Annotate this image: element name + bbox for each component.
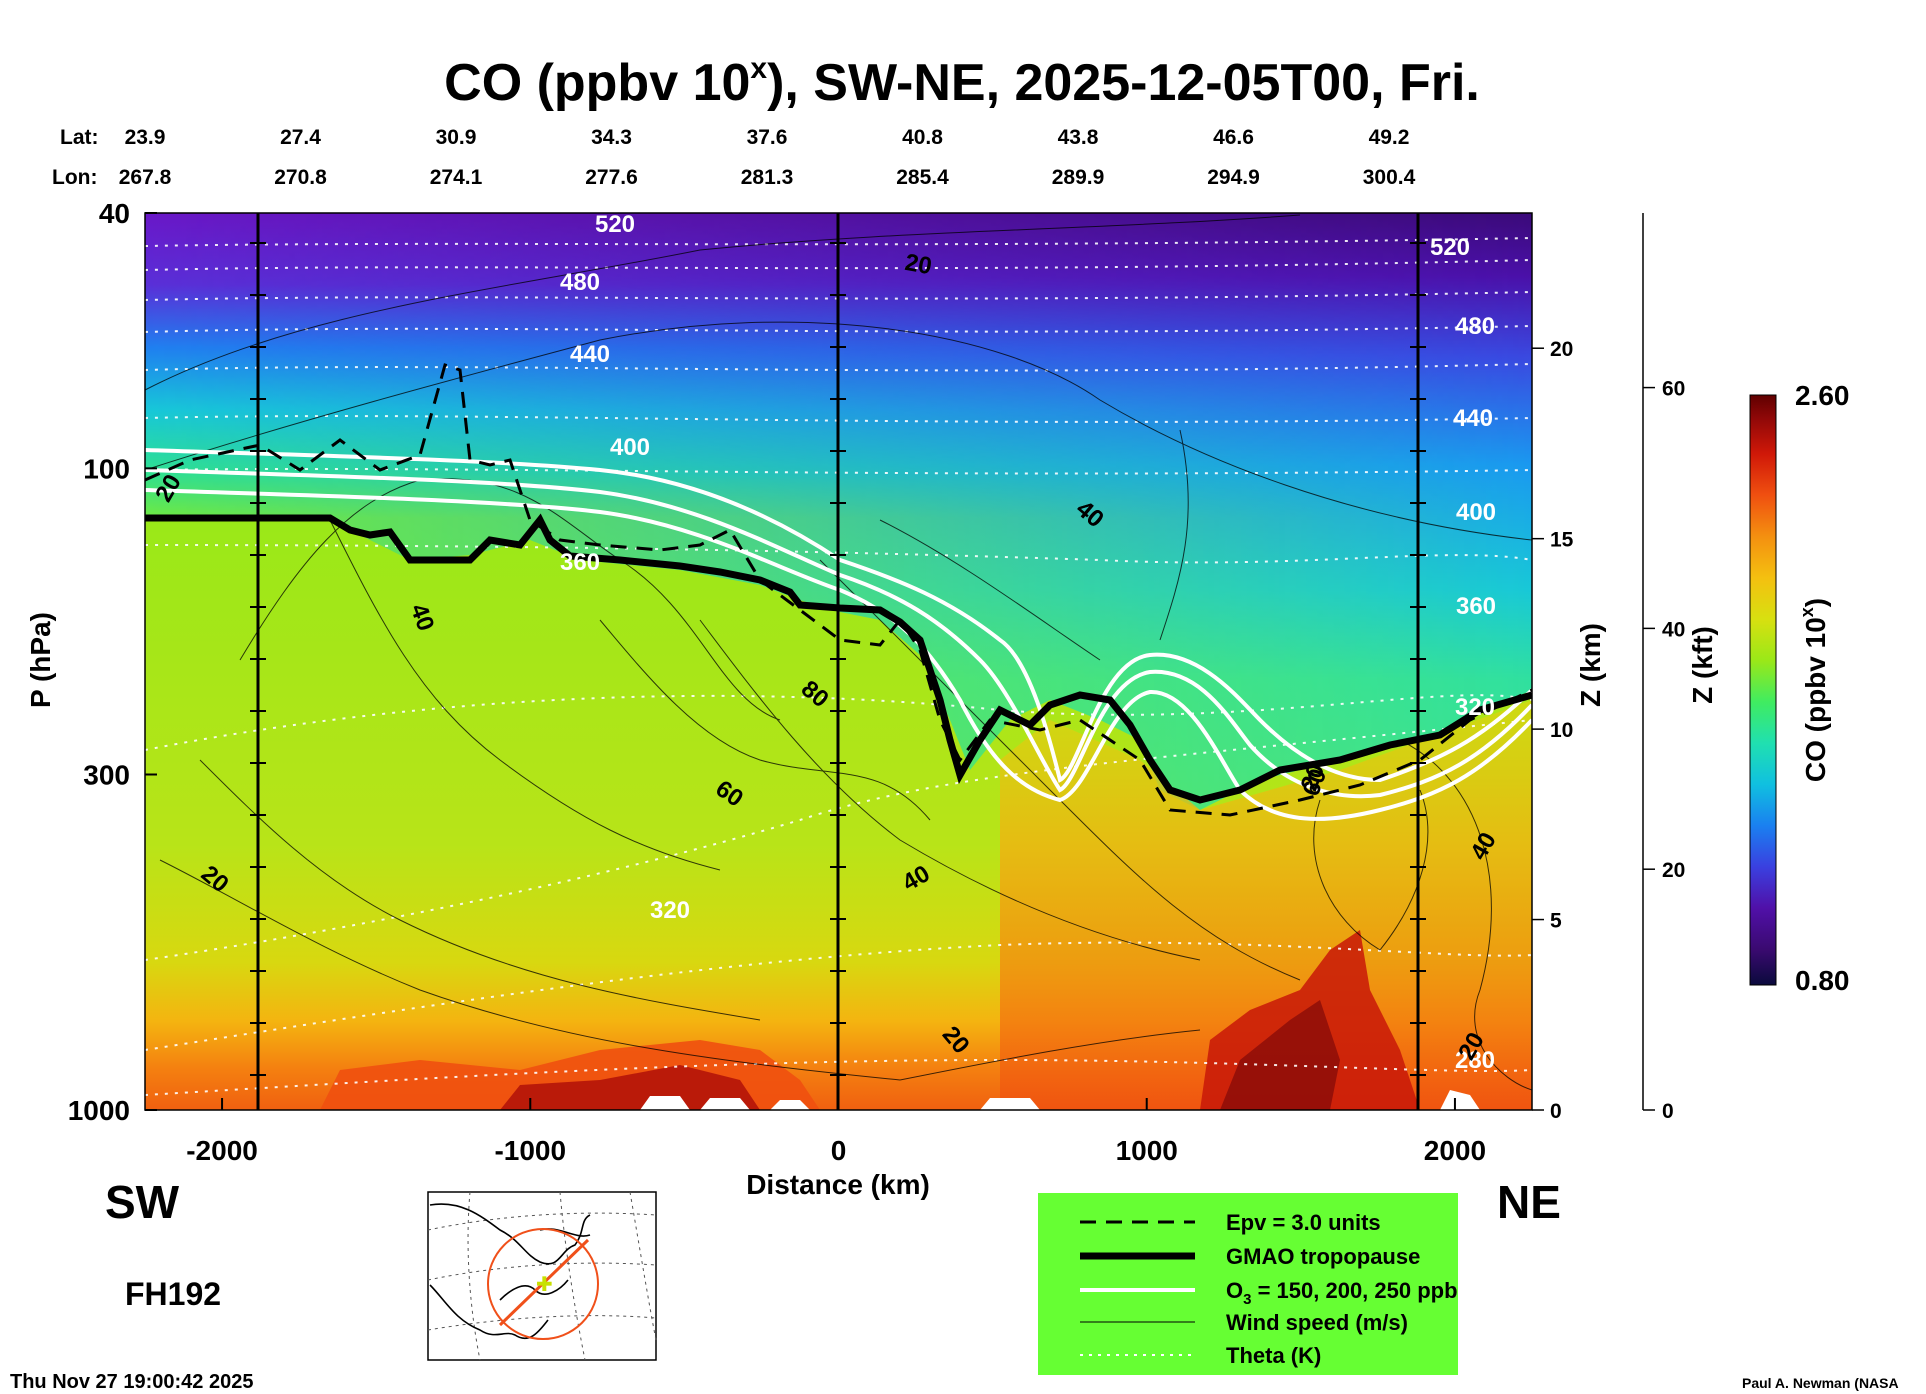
colorbar-title: CO (ppbv 10x): [1797, 598, 1831, 782]
z-kft-tick-label: 20: [1662, 859, 1685, 882]
z-km-axis: 0 5 10 15 20: [1532, 338, 1574, 1123]
tropopause-line: [145, 513, 1532, 804]
theta-label: 480: [1455, 313, 1495, 340]
x-axis-title: Distance (km): [746, 1169, 930, 1200]
theta-label: 280: [1455, 1047, 1495, 1074]
lat-value: 49.2: [1369, 126, 1410, 149]
lon-value: 277.6: [585, 166, 638, 189]
theta-label: 440: [570, 341, 610, 368]
lat-value: 46.6: [1213, 126, 1254, 149]
surface-white-gaps: [640, 1090, 1480, 1110]
legend: Epv = 3.0 units GMAO tropopause O3 = 150…: [1038, 1193, 1458, 1375]
legend-theta: Theta (K): [1226, 1343, 1321, 1368]
z-kft-tick-label: 0: [1662, 1100, 1674, 1123]
timestamp: Thu Nov 27 19:00:42 2025: [10, 1371, 253, 1393]
lon-value: 294.9: [1207, 166, 1260, 189]
wind-label: 20: [903, 249, 934, 280]
x-tick-label: -1000: [494, 1135, 566, 1166]
lon-value: 274.1: [430, 166, 483, 189]
lat-value: 30.9: [436, 126, 477, 149]
z-kft-tick-label: 60: [1662, 378, 1685, 401]
colorbar-max: 2.60: [1795, 380, 1850, 411]
legend-epv: Epv = 3.0 units: [1226, 1210, 1381, 1235]
lon-value: 289.9: [1052, 166, 1105, 189]
y-axis-title: P (hPa): [25, 612, 56, 708]
theta-label: 520: [595, 211, 635, 238]
y-tick-label: 300: [83, 759, 130, 790]
troposphere-east: [1000, 700, 1532, 1110]
credit: Paul A. Newman (NASA: [1742, 1375, 1899, 1391]
high-co-east-core: [1220, 1000, 1340, 1110]
co-field: 520480440400360320280520480440400360320 …: [145, 211, 1532, 1110]
lon-label: Lon:: [52, 166, 97, 189]
lon-value: 285.4: [896, 166, 949, 189]
lon-value: 270.8: [274, 166, 327, 189]
z-kft-tick-label: 40: [1662, 618, 1685, 641]
lat-lon-row: 23.9 267.8 27.4 270.8 30.9 274.1 34.3 277.6 37.6…: [119, 126, 1416, 189]
theta-label: 360: [1456, 593, 1496, 620]
ne-label: NE: [1497, 1176, 1561, 1228]
lat-value: 27.4: [280, 126, 321, 149]
y-tick-label: 40: [99, 198, 130, 229]
x-tick-label: 1000: [1116, 1135, 1178, 1166]
z-km-tick-label: 10: [1550, 719, 1573, 742]
theta-label: 520: [1430, 234, 1470, 261]
z-kft-axis: 0 20 40 60: [1642, 213, 1685, 1123]
lat-label: Lat:: [60, 126, 99, 149]
legend-o3: O3 = 150, 200, 250 ppb: [1226, 1278, 1458, 1308]
z-kft-title: Z (kft): [1687, 626, 1718, 704]
z-km-title: Z (km): [1575, 623, 1606, 707]
lat-value: 23.9: [125, 126, 166, 149]
high-co-core: [500, 1065, 760, 1110]
z-km-tick-label: 20: [1550, 338, 1573, 361]
forecast-hour: FH192: [125, 1276, 221, 1312]
colorbar: [1749, 394, 1777, 986]
z-km-tick-label: 0: [1550, 1100, 1562, 1123]
svg-text:✚: ✚: [536, 1274, 553, 1296]
theta-label: 360: [560, 549, 600, 576]
y-axis: 40 100 300 1000: [68, 198, 157, 1126]
lon-value: 300.4: [1363, 166, 1416, 189]
lat-value: 37.6: [747, 126, 788, 149]
x-tick-label: 0: [831, 1135, 847, 1166]
theta-label: 400: [1456, 499, 1496, 526]
lat-value: 34.3: [591, 126, 632, 149]
inset-map: ✚: [427, 1191, 657, 1361]
z-km-tick-label: 15: [1550, 529, 1574, 552]
legend-wind: Wind speed (m/s): [1226, 1310, 1408, 1335]
z-km-tick-label: 5: [1550, 910, 1562, 933]
theta-label: 480: [560, 269, 600, 296]
colorbar-min: 0.80: [1795, 965, 1850, 996]
theta-label: 440: [1453, 405, 1493, 432]
lat-value: 40.8: [902, 126, 943, 149]
theta-label: 320: [1455, 694, 1495, 721]
sw-label: SW: [105, 1176, 180, 1228]
epv-line: [145, 363, 1532, 817]
theta-label: 400: [610, 434, 650, 461]
lat-value: 43.8: [1058, 126, 1099, 149]
theta-label: 320: [650, 897, 690, 924]
y-tick-label: 1000: [68, 1095, 130, 1126]
x-tick-label: -2000: [186, 1135, 258, 1166]
lon-value: 267.8: [119, 166, 172, 189]
y-tick-label: 100: [83, 453, 130, 484]
legend-tropopause: GMAO tropopause: [1226, 1244, 1420, 1269]
chart-title: CO (ppbv 10x), SW-NE, 2025-12-05T00, Fri…: [444, 52, 1480, 112]
x-tick-label: 2000: [1424, 1135, 1486, 1166]
lon-value: 281.3: [741, 166, 794, 189]
x-axis: -2000 -1000 0 1000 2000: [186, 1098, 1486, 1166]
